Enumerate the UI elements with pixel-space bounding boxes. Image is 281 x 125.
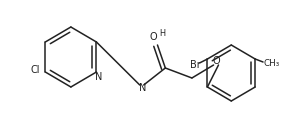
Text: N: N (139, 83, 146, 93)
Text: O: O (213, 56, 220, 66)
Text: H: H (159, 28, 166, 38)
Text: O: O (150, 32, 157, 42)
Text: CH₃: CH₃ (264, 60, 280, 68)
Text: Br: Br (190, 60, 201, 70)
Text: Cl: Cl (31, 65, 40, 75)
Text: N: N (95, 72, 102, 82)
